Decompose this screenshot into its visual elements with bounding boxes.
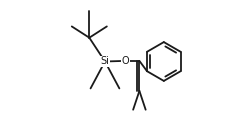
- Text: O: O: [122, 56, 130, 66]
- Text: Si: Si: [100, 56, 110, 66]
